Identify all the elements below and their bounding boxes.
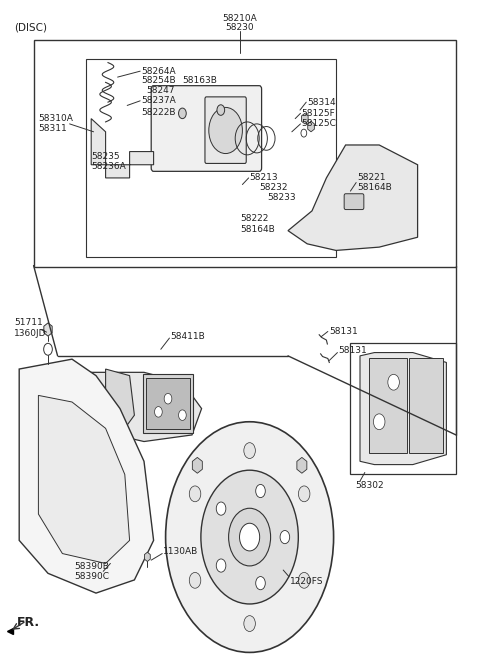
Text: 58221: 58221: [358, 173, 386, 183]
Polygon shape: [86, 372, 202, 442]
Circle shape: [256, 484, 265, 498]
Text: 1220FS: 1220FS: [290, 577, 324, 586]
Circle shape: [189, 573, 201, 588]
Circle shape: [299, 486, 310, 501]
Polygon shape: [288, 145, 418, 250]
Text: 58210A: 58210A: [223, 14, 257, 23]
Circle shape: [244, 443, 255, 459]
FancyBboxPatch shape: [34, 40, 456, 267]
FancyBboxPatch shape: [205, 97, 246, 163]
Text: 58213: 58213: [250, 173, 278, 183]
FancyBboxPatch shape: [146, 378, 190, 429]
Circle shape: [240, 523, 260, 551]
Text: 58311: 58311: [38, 124, 67, 133]
Circle shape: [216, 502, 226, 515]
Circle shape: [209, 107, 242, 154]
Text: 58125C: 58125C: [301, 119, 336, 129]
Circle shape: [201, 471, 299, 604]
Circle shape: [299, 573, 310, 588]
Circle shape: [164, 393, 172, 404]
Polygon shape: [106, 369, 134, 438]
Text: 58390C: 58390C: [74, 572, 109, 581]
Circle shape: [228, 508, 271, 566]
Text: 58232: 58232: [259, 183, 288, 192]
Text: 1360JD: 1360JD: [14, 329, 47, 338]
Polygon shape: [91, 119, 154, 178]
Text: 58131: 58131: [338, 346, 367, 355]
FancyBboxPatch shape: [369, 358, 407, 453]
FancyBboxPatch shape: [151, 86, 262, 171]
FancyBboxPatch shape: [409, 358, 443, 453]
FancyBboxPatch shape: [86, 59, 336, 257]
Circle shape: [256, 577, 265, 590]
Text: 58237A: 58237A: [142, 96, 176, 105]
Circle shape: [216, 559, 226, 572]
Circle shape: [244, 616, 255, 631]
Circle shape: [388, 374, 399, 390]
Text: 58247: 58247: [146, 86, 175, 95]
Text: 58164B: 58164B: [358, 183, 392, 192]
Circle shape: [155, 407, 162, 417]
Text: 58222B: 58222B: [142, 107, 176, 117]
Text: 58390B: 58390B: [74, 562, 109, 571]
Text: FR.: FR.: [17, 616, 40, 629]
Circle shape: [189, 486, 201, 501]
Text: 58411B: 58411B: [170, 331, 205, 341]
Text: 58236A: 58236A: [91, 162, 126, 171]
Circle shape: [179, 410, 186, 420]
Circle shape: [179, 108, 186, 119]
Circle shape: [166, 422, 334, 652]
Text: 58230: 58230: [226, 23, 254, 32]
Circle shape: [217, 105, 225, 115]
Text: 58125F: 58125F: [301, 109, 335, 118]
Text: 58310A: 58310A: [38, 114, 73, 123]
Text: 58235: 58235: [91, 152, 120, 161]
Polygon shape: [360, 353, 446, 465]
FancyBboxPatch shape: [344, 194, 364, 210]
Text: 58264A: 58264A: [142, 67, 176, 76]
Polygon shape: [38, 395, 130, 563]
Text: 58314: 58314: [307, 98, 336, 107]
FancyBboxPatch shape: [350, 343, 456, 474]
Text: 58131: 58131: [329, 327, 358, 336]
Text: 1130AB: 1130AB: [163, 547, 198, 556]
Polygon shape: [19, 359, 154, 593]
Text: 58163B: 58163B: [182, 76, 217, 85]
Circle shape: [280, 530, 290, 544]
Text: 58233: 58233: [267, 193, 296, 202]
Text: 58254B: 58254B: [142, 76, 176, 85]
Text: 58302: 58302: [355, 481, 384, 490]
Text: 58222: 58222: [240, 214, 268, 223]
Text: 58164B: 58164B: [240, 225, 275, 234]
Circle shape: [373, 414, 385, 430]
Text: 51711: 51711: [14, 318, 43, 328]
FancyBboxPatch shape: [143, 374, 193, 433]
Text: (DISC): (DISC): [14, 22, 48, 33]
